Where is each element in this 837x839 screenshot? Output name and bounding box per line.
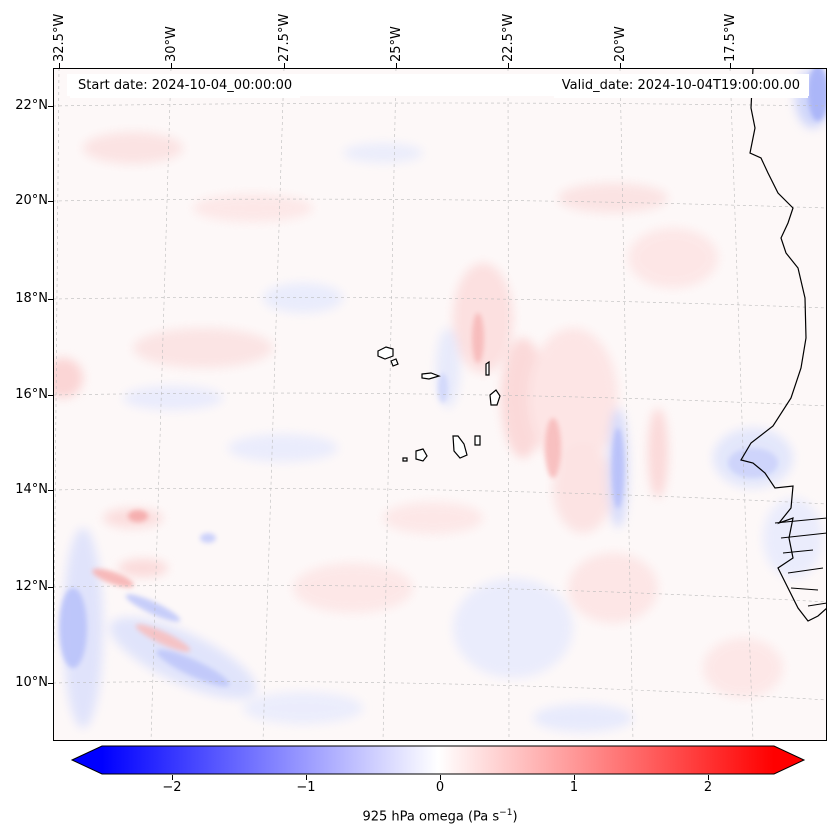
lon-tick-mark bbox=[620, 63, 621, 68]
colorbar bbox=[70, 745, 806, 775]
colorbar-label-text: 925 hPa omega (Pa s bbox=[362, 809, 500, 825]
coastline-detail bbox=[774, 517, 827, 607]
colorbar-label-close: ) bbox=[512, 809, 518, 825]
start-date-annotation: Start date: 2024-10-04_00:00:00 bbox=[70, 74, 301, 98]
omega-field bbox=[53, 68, 827, 732]
lon-tick-mark bbox=[284, 63, 285, 68]
valid-date-annotation: Valid_date: 2024-10-04T19:00:00.00 bbox=[553, 74, 808, 98]
lat-tick-label: 18°N bbox=[15, 291, 48, 306]
lat-tick-label: 22°N bbox=[15, 98, 48, 113]
map-frame bbox=[53, 68, 827, 741]
colorbar-label-exponent: −1 bbox=[499, 808, 513, 818]
lon-tick-label: 30°W bbox=[164, 26, 179, 62]
lon-tick-label: 25°W bbox=[389, 26, 404, 62]
lon-tick-mark bbox=[396, 63, 397, 68]
colorbar-gradient bbox=[102, 746, 774, 774]
cbar-tick-mark bbox=[708, 775, 709, 780]
lat-tick-mark bbox=[48, 106, 53, 107]
lat-tick-mark bbox=[48, 490, 53, 491]
colorbar-extend-min bbox=[72, 746, 102, 774]
cbar-tick-label: 0 bbox=[435, 780, 445, 795]
lat-tick-mark bbox=[48, 299, 53, 300]
lon-tick-label: 22.5°W bbox=[501, 13, 516, 62]
lat-tick-label: 20°N bbox=[15, 193, 48, 208]
colorbar-extend-max bbox=[774, 746, 804, 774]
lon-tick-mark bbox=[171, 63, 172, 68]
lat-tick-mark bbox=[48, 683, 53, 684]
lon-tick-mark bbox=[59, 63, 60, 68]
omega-map bbox=[53, 68, 827, 741]
lat-tick-label: 16°N bbox=[15, 387, 48, 402]
lat-tick-label: 10°N bbox=[15, 675, 48, 690]
cbar-tick-mark bbox=[440, 775, 441, 780]
colorbar-label: 925 hPa omega (Pa s−1) bbox=[362, 808, 517, 824]
lon-tick-label: 32.5°W bbox=[52, 13, 67, 62]
cbar-tick-label: 2 bbox=[703, 780, 713, 795]
lon-tick-mark bbox=[730, 63, 731, 68]
cbar-tick-mark bbox=[172, 775, 173, 780]
cbar-tick-label: −2 bbox=[162, 780, 182, 795]
colorbar-outline bbox=[70, 745, 806, 775]
lon-tick-label: 17.5°W bbox=[723, 13, 738, 62]
cbar-tick-mark bbox=[306, 775, 307, 780]
lon-tick-label: 20°W bbox=[613, 26, 628, 62]
lat-tick-mark bbox=[48, 587, 53, 588]
cbar-tick-label: −1 bbox=[296, 780, 316, 795]
lon-tick-mark bbox=[508, 63, 509, 68]
lat-tick-label: 12°N bbox=[15, 579, 48, 594]
lat-tick-mark bbox=[48, 201, 53, 202]
cbar-tick-label: 1 bbox=[569, 780, 579, 795]
cape-verde-islands bbox=[377, 346, 501, 462]
lat-tick-label: 14°N bbox=[15, 482, 48, 497]
lat-tick-mark bbox=[48, 395, 53, 396]
africa-coastline bbox=[740, 68, 827, 622]
lon-tick-label: 27.5°W bbox=[277, 13, 292, 62]
cbar-tick-mark bbox=[574, 775, 575, 780]
